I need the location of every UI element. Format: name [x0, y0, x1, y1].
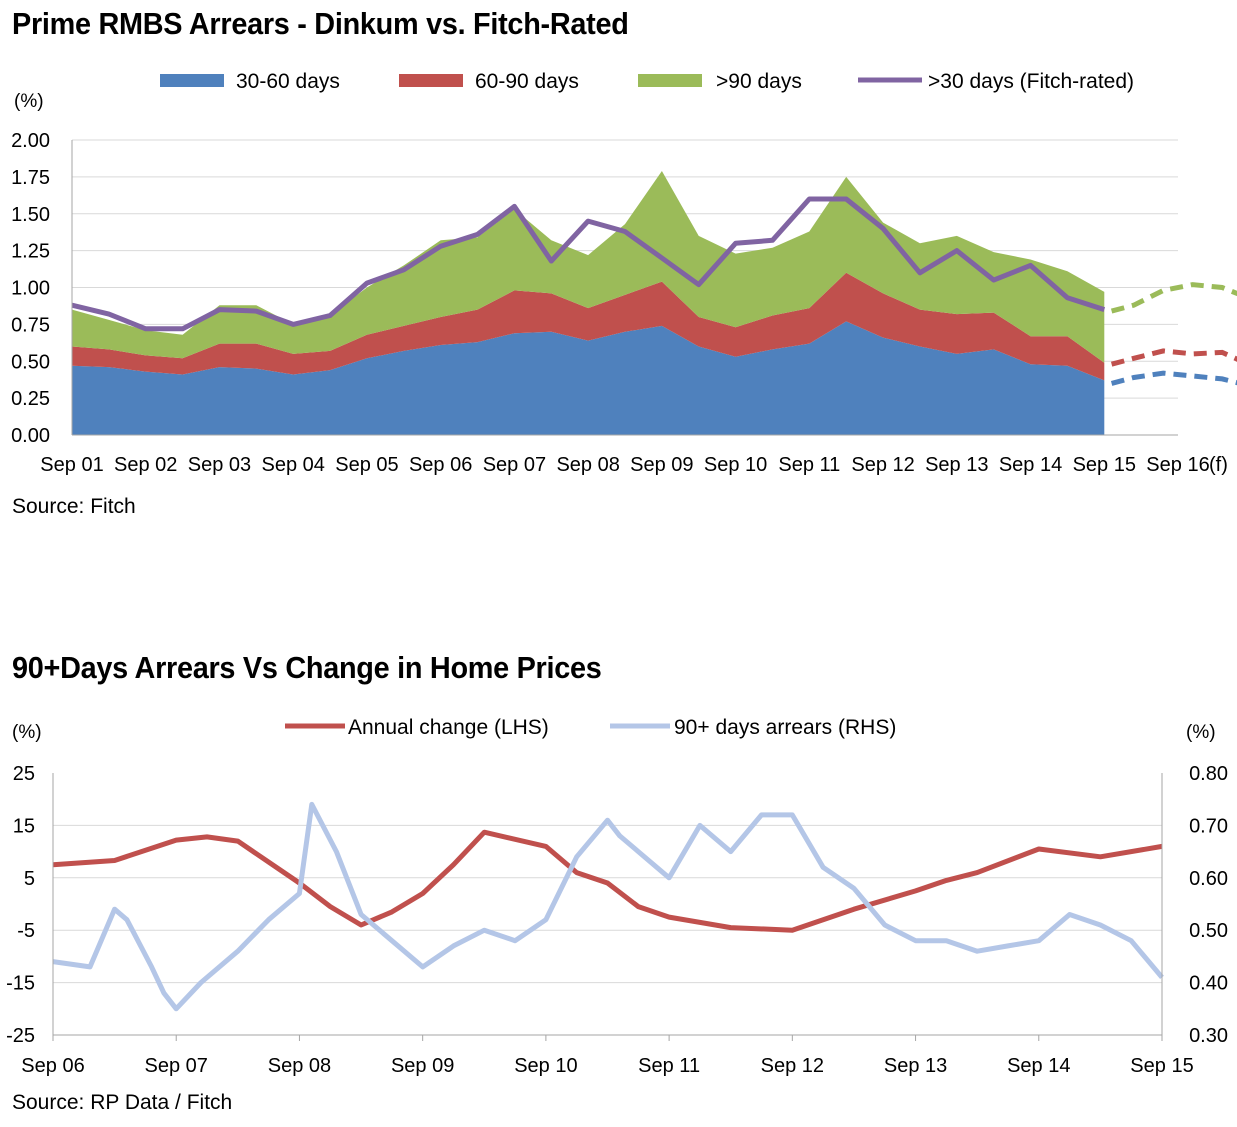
chart1-title: Prime RMBS Arrears - Dinkum vs. Fitch-Ra… [12, 6, 629, 41]
forecast-line-0 [1110, 370, 1237, 386]
chart2-x-tick-label: Sep 12 [761, 1055, 824, 1077]
chart1-y-tick-label: 1.75 [11, 167, 50, 189]
chart1-x-tick-label: Sep 09 [630, 454, 693, 476]
chart1-x-tick-label: Sep 03 [188, 454, 251, 476]
legend-label-arrears: 90+ days arrears (RHS) [674, 716, 896, 739]
legend-swatch-90plus [638, 74, 702, 87]
chart2-y-left-tick-label: -15 [6, 973, 35, 995]
chart1-y-tick-label: 2.00 [11, 130, 50, 152]
chart1-x-tick-label: Sep 08 [556, 454, 619, 476]
forecast-line-2 [1110, 282, 1237, 314]
chart1-x-tick-label: Sep 14 [999, 454, 1062, 476]
chart1-x-tick-label: Sep 04 [262, 454, 325, 476]
chart2-x-tick-label: Sep 09 [391, 1055, 454, 1077]
chart2-y-left-tick-label: 15 [13, 815, 35, 837]
chart2-y-left-tick-label: 5 [24, 868, 35, 890]
chart2-y-left-tick-label: -5 [17, 920, 35, 942]
chart1-forecast-suffix: (f) [1209, 454, 1228, 476]
chart2-x-tick-label: Sep 11 [638, 1055, 700, 1077]
chart1-y-tick-label: 1.00 [11, 278, 50, 300]
legend-label-90plus: >90 days [716, 70, 802, 93]
legend-swatch-60-90 [399, 74, 463, 87]
line-annual-change [52, 829, 1163, 933]
chart2-y-right-tick-label: 0.30 [1189, 1025, 1228, 1047]
chart1-y-tick-label: 0.75 [11, 314, 50, 336]
chart1-x-tick-label: Sep 06 [409, 454, 472, 476]
area-30-60-days [72, 321, 1105, 435]
chart2-y-left-tick-label: 25 [13, 763, 35, 785]
line-fitch-rated [71, 196, 1106, 332]
chart2-x-tick-label: Sep 08 [268, 1055, 331, 1077]
chart2-source: Source: RP Data / Fitch [12, 1091, 232, 1114]
area-90plus-days [72, 171, 1105, 363]
chart1-x-tick-label: Sep 10 [704, 454, 767, 476]
legend-label-30-60: 30-60 days [236, 70, 340, 93]
chart2-x-tick-label: Sep 10 [514, 1055, 577, 1077]
chart2-y-right-tick-label: 0.60 [1189, 868, 1228, 890]
chart1-source: Source: Fitch [12, 495, 136, 518]
chart1-legend: 30-60 days 60-90 days >90 days >30 days … [160, 70, 1134, 93]
chart2-lines [52, 801, 1164, 1012]
chart2-y-right-tick-label: 0.50 [1189, 920, 1228, 942]
chart1-x-tick-label: Sep 11 [778, 454, 840, 476]
chart1-y-tick-label: 0.00 [11, 425, 50, 447]
chart1-x-tick-label: Sep 12 [851, 454, 914, 476]
chart2-y-right-tick-label: 0.70 [1189, 815, 1228, 837]
legend-swatch-30-60 [160, 74, 224, 87]
chart1-y-tick-label: 0.50 [11, 351, 50, 373]
forecast-line-1 [1110, 348, 1237, 367]
legend-label-60-90: 60-90 days [475, 70, 579, 93]
chart1-x-tick-label: Sep 05 [335, 454, 398, 476]
chart1-x-tick-label: Sep 02 [114, 454, 177, 476]
chart1-axes: 0.00 0.25 0.50 0.75 1.00 1.25 1.50 1.75 2.00 Sep … [11, 130, 1210, 476]
chart2-x-tick-label: Sep 07 [145, 1055, 208, 1077]
chart1-y-tick-label: 0.25 [11, 388, 50, 410]
line-90plus-arrears [52, 801, 1164, 1012]
chart1-lines [71, 196, 1237, 386]
chart1-x-tick-label: Sep 15 [1073, 454, 1136, 476]
chart2-x-tick-label: Sep 14 [1007, 1055, 1070, 1077]
chart1-y-tick-label: 1.50 [11, 204, 50, 226]
chart1-y-unit: (%) [14, 91, 44, 112]
chart1-x-tick-label: Sep 13 [925, 454, 988, 476]
chart2-x-tick-label: Sep 15 [1130, 1055, 1193, 1077]
chart1: 30-60 days 60-90 days >90 days >30 days … [11, 70, 1237, 518]
legend-label-fitch: >30 days (Fitch-rated) [928, 70, 1134, 93]
chart2-y-unit-right: (%) [1186, 722, 1216, 743]
chart1-areas [72, 171, 1105, 435]
chart2-axes: 25 15 5 -5 -15 -25 0.80 0.70 0.60 0.50 0.40 0.30 Sep… [6, 763, 1228, 1077]
area-60-90-days [72, 272, 1105, 381]
chart2-x-tick-label: Sep 06 [21, 1055, 84, 1077]
chart2-x-tick-label: Sep 13 [884, 1055, 947, 1077]
chart1-x-tick-label: Sep 01 [40, 454, 103, 476]
chart1-x-tick-label: Sep 07 [483, 454, 546, 476]
chart1-y-tick-label: 1.25 [11, 241, 50, 263]
chart2-y-unit-left: (%) [12, 722, 42, 743]
chart2-y-right-tick-label: 0.40 [1189, 973, 1228, 995]
chart2-y-right-tick-label: 0.80 [1189, 763, 1228, 785]
chart2-gridlines [53, 824, 1162, 984]
chart1-x-tick-label: Sep 16 [1146, 454, 1209, 476]
chart2-y-left-tick-label: -25 [6, 1025, 35, 1047]
legend-label-annual-change: Annual change (LHS) [348, 716, 549, 739]
chart2-title: 90+Days Arrears Vs Change in Home Prices [12, 650, 602, 685]
chart2-legend: Annual change (LHS) 90+ days arrears (RH… [285, 716, 896, 739]
